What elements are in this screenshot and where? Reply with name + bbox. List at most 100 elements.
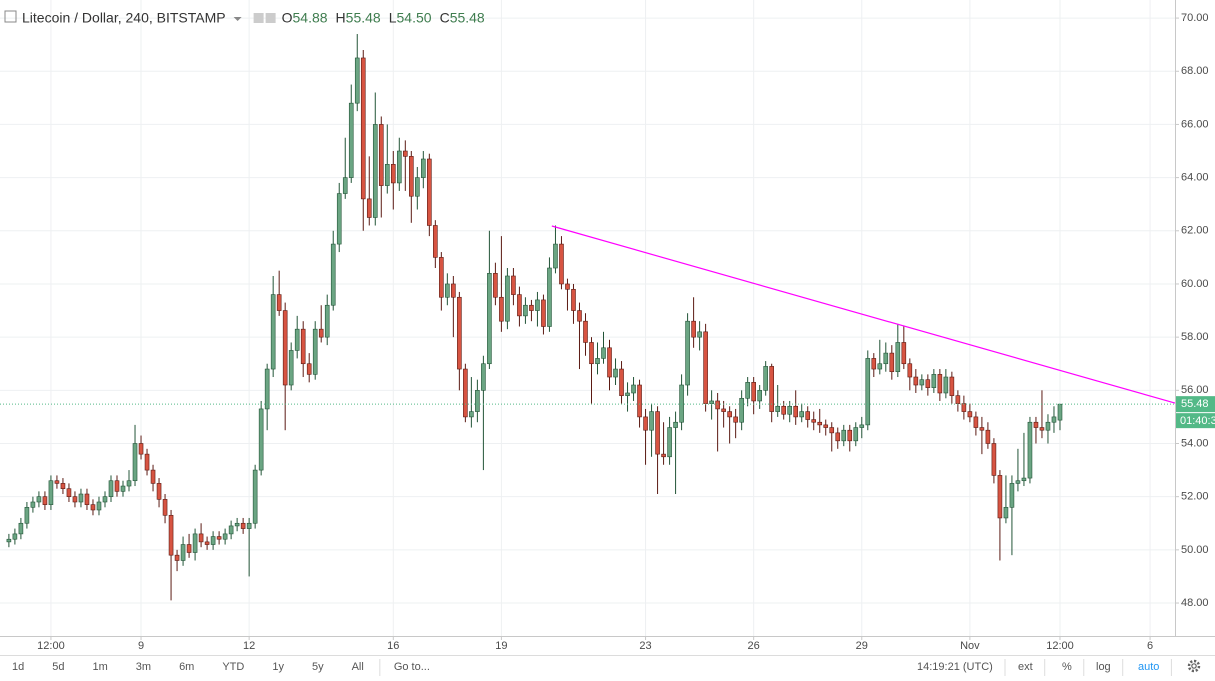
candle-body bbox=[150, 469, 156, 484]
candle-body bbox=[997, 475, 1003, 519]
range-button[interactable]: All bbox=[352, 661, 364, 673]
candle-body bbox=[619, 368, 624, 396]
candle-body bbox=[162, 499, 168, 516]
candle-body bbox=[817, 421, 823, 426]
candle-body bbox=[847, 429, 853, 442]
candle-body bbox=[138, 443, 144, 455]
candle-body bbox=[625, 392, 630, 396]
range-button[interactable]: 5y bbox=[312, 661, 324, 673]
x-tick-label: 6 bbox=[1147, 640, 1153, 652]
candle-body bbox=[931, 374, 937, 388]
candle-body bbox=[511, 275, 516, 295]
range-button[interactable]: YTD bbox=[222, 661, 244, 673]
y-tick-label: 64.00 bbox=[1181, 172, 1209, 184]
candle-body bbox=[144, 453, 150, 471]
candle-body bbox=[192, 533, 198, 553]
dropdown-arrow[interactable] bbox=[233, 17, 242, 21]
candle-body bbox=[901, 342, 907, 365]
candle-body bbox=[877, 363, 883, 370]
countdown-box bbox=[1176, 413, 1215, 429]
candle-body bbox=[907, 363, 913, 378]
candle-body bbox=[823, 424, 829, 428]
trendline bbox=[551, 225, 1176, 404]
candle-body bbox=[342, 177, 348, 194]
x-tick-label: Nov bbox=[960, 640, 980, 652]
candle-body bbox=[697, 331, 702, 338]
range-button[interactable]: 1m bbox=[93, 661, 108, 673]
candle-body bbox=[841, 429, 847, 442]
x-tick-label: 12:00 bbox=[1046, 640, 1074, 652]
candle-body bbox=[793, 405, 799, 418]
candle-body bbox=[252, 469, 258, 524]
y-tick-label: 58.00 bbox=[1181, 331, 1209, 343]
candle-body bbox=[42, 496, 48, 505]
candle-body bbox=[348, 102, 354, 178]
range-button[interactable]: 6m bbox=[179, 661, 194, 673]
option-button[interactable]: % bbox=[1062, 661, 1072, 673]
candle-body bbox=[276, 294, 282, 311]
settings-icon[interactable] bbox=[1187, 659, 1201, 673]
candle-body bbox=[535, 299, 540, 311]
candle-body bbox=[240, 522, 246, 529]
candle-body bbox=[132, 443, 138, 482]
candle-body bbox=[613, 368, 618, 378]
x-tick-label: 19 bbox=[495, 640, 507, 652]
x-tick-label: 12 bbox=[243, 640, 255, 652]
range-button[interactable]: 1d bbox=[12, 661, 24, 673]
candle-body bbox=[372, 124, 378, 218]
candle-body bbox=[547, 267, 552, 327]
y-tick-label: 60.00 bbox=[1181, 278, 1209, 290]
candle-body bbox=[811, 419, 817, 423]
candle-body bbox=[745, 382, 750, 399]
y-tick-label: 62.00 bbox=[1181, 225, 1209, 237]
candle-body bbox=[727, 411, 732, 418]
candle-body bbox=[60, 483, 66, 489]
candle-body bbox=[607, 347, 612, 378]
menu-icon[interactable] bbox=[4, 10, 17, 23]
y-tick-label: 54.00 bbox=[1181, 437, 1209, 449]
candle-body bbox=[78, 493, 84, 503]
y-tick-label: 70.00 bbox=[1181, 12, 1209, 24]
goto-button[interactable]: Go to... bbox=[394, 661, 430, 673]
ohlc-label: H bbox=[336, 10, 346, 26]
candle-body bbox=[493, 273, 498, 298]
candle-body bbox=[12, 533, 18, 540]
candle-body bbox=[102, 496, 108, 503]
ohlc-value: 54.88 bbox=[293, 10, 328, 26]
candle-body bbox=[487, 273, 492, 365]
candle-body bbox=[330, 243, 336, 306]
candle-body bbox=[294, 328, 300, 351]
candle-body bbox=[787, 405, 792, 415]
candle-body bbox=[457, 296, 462, 370]
candle-body bbox=[18, 522, 24, 535]
candle-body bbox=[805, 411, 811, 420]
candle-body bbox=[721, 408, 726, 412]
range-button[interactable]: 1y bbox=[272, 661, 284, 673]
settings-button[interactable] bbox=[265, 13, 276, 23]
candle-body bbox=[403, 150, 408, 157]
ohlc-value: 54.50 bbox=[397, 10, 432, 26]
candle-body bbox=[943, 376, 949, 394]
candle-body bbox=[216, 536, 222, 540]
candle-body bbox=[390, 164, 396, 184]
candle-body bbox=[637, 384, 642, 418]
range-button[interactable]: 5d bbox=[52, 661, 64, 673]
option-button[interactable]: log bbox=[1096, 661, 1111, 673]
range-button[interactable]: 3m bbox=[136, 661, 151, 673]
settings-button[interactable] bbox=[253, 13, 264, 23]
candle-body bbox=[72, 496, 78, 503]
candle-body bbox=[523, 304, 528, 317]
candle-body bbox=[120, 485, 126, 492]
toolbar: 1d 5d 1m 3m 6m YTD 1y 5y All Go to... 14:19:21 (UT… bbox=[12, 659, 1172, 676]
candle-body bbox=[517, 294, 522, 317]
option-button[interactable]: ext bbox=[1018, 661, 1033, 673]
candle-body bbox=[679, 384, 684, 423]
candle-body bbox=[204, 541, 210, 545]
option-button[interactable]: auto bbox=[1138, 661, 1159, 673]
candle-body bbox=[709, 400, 714, 404]
x-tick-label: 9 bbox=[138, 640, 144, 652]
candle-body bbox=[24, 507, 30, 524]
ohlc-value: 55.48 bbox=[450, 10, 485, 26]
